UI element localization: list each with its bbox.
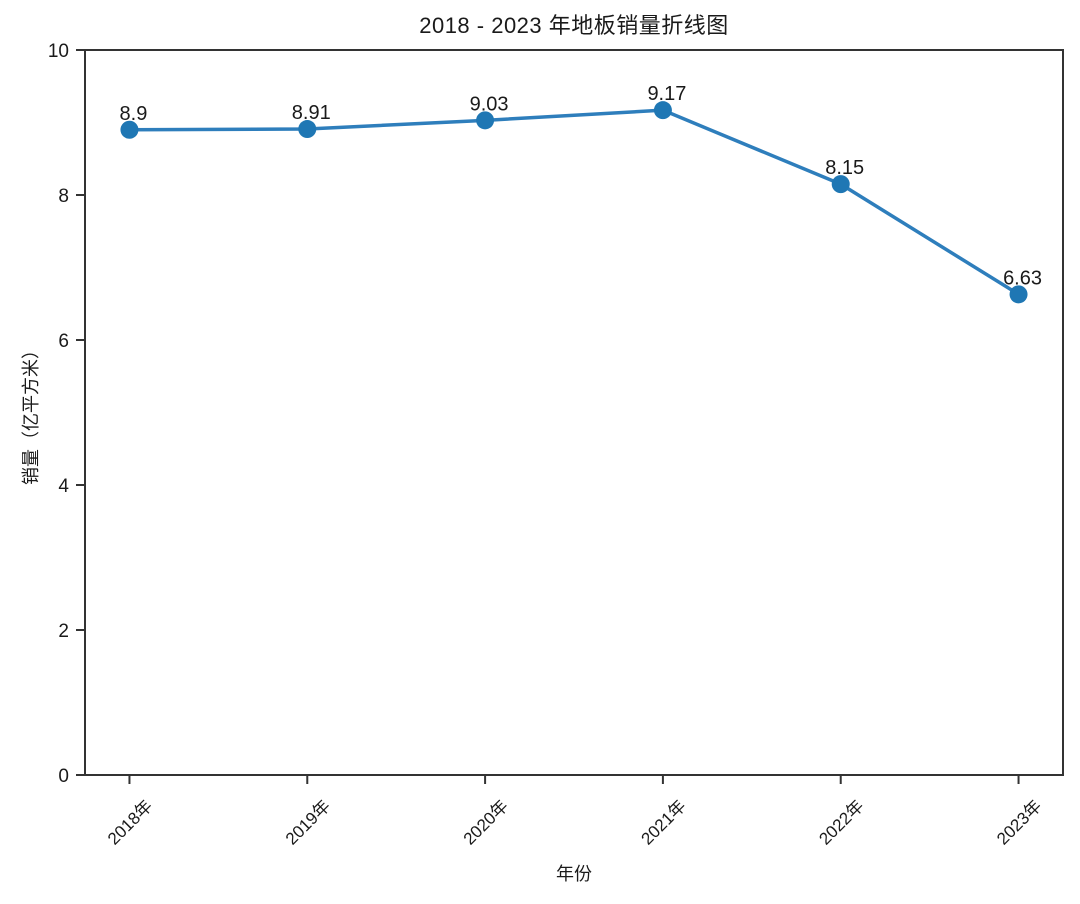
x-axis-label: 年份 — [556, 864, 592, 884]
line-series — [127, 108, 1021, 297]
data-point-label: 9.17 — [647, 83, 686, 105]
data-point-label: 8.91 — [292, 102, 331, 124]
plot-border — [84, 49, 1064, 776]
data-point-label: 8.9 — [120, 103, 148, 125]
data-point-marker — [120, 120, 139, 139]
data-point-marker — [476, 111, 495, 130]
x-tick-label: 2023年 — [993, 796, 1045, 848]
x-tick-label: 2022年 — [815, 796, 867, 848]
y-tick-label: 10 — [48, 41, 69, 62]
data-point-marker — [653, 101, 672, 120]
data-point-marker — [831, 175, 850, 194]
y-tick-label: 0 — [58, 766, 69, 787]
data-point-label: 9.03 — [470, 93, 509, 115]
y-tick-label: 2 — [58, 621, 69, 642]
data-point-label: 6.63 — [1003, 267, 1042, 289]
x-tick-label: 2020年 — [460, 796, 512, 848]
data-point-marker — [1009, 285, 1028, 304]
y-tick-label: 6 — [58, 331, 69, 352]
x-tick-label: 2018年 — [104, 796, 156, 848]
y-tick-label: 8 — [58, 186, 69, 207]
data-point-label: 8.15 — [825, 157, 864, 179]
x-tick-label: 2019年 — [282, 796, 334, 848]
x-tick-label: 2021年 — [638, 796, 690, 848]
y-axis-label: 销量（亿平方米） — [21, 341, 41, 485]
chart-title: 2018 - 2023 年地板销量折线图 — [419, 13, 729, 38]
y-tick-label: 4 — [58, 476, 69, 497]
data-point-marker — [298, 120, 317, 139]
